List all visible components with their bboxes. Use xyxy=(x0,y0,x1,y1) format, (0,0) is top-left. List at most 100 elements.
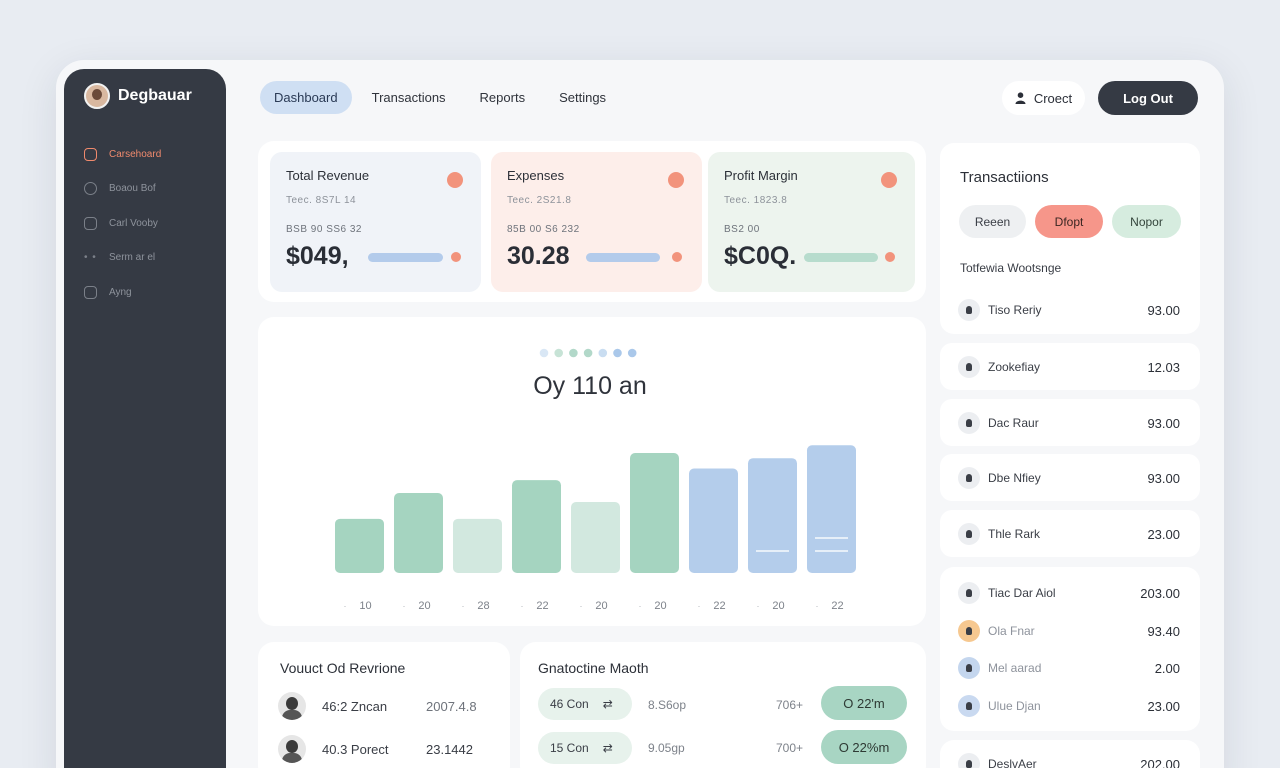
sidebar-item-label: Carsehoard xyxy=(109,148,162,160)
tab-reports[interactable]: Reports xyxy=(479,90,526,105)
square-icon xyxy=(84,285,97,299)
square-icon xyxy=(84,216,97,230)
transaction-row[interactable]: Tiac Dar Aiol 203.00 xyxy=(958,581,1180,605)
percent-badge[interactable]: O 22'm xyxy=(821,686,907,720)
sidebar-nav: Carsehoard Boaou Bof Carl Vooby • • Serm … xyxy=(84,137,161,310)
transaction-name: Zookefiay xyxy=(988,360,1041,374)
tab-transactions[interactable]: Transactions xyxy=(371,90,446,105)
sidebar-item-2[interactable]: Boaou Bof xyxy=(84,172,161,207)
heart-icon xyxy=(958,657,980,679)
item-value: 2007.4.8 xyxy=(426,698,477,714)
x-tick-label: 22 xyxy=(713,600,725,612)
sidebar-item-4[interactable]: • • Serm ar el xyxy=(84,241,161,276)
status-dot-icon xyxy=(451,252,461,262)
brand-name: Degbauar xyxy=(118,87,192,104)
transaction-row[interactable]: Ulue Djan 23.00 xyxy=(958,694,1180,718)
more-dots-icon: • • xyxy=(84,252,97,264)
user-icon xyxy=(1015,92,1026,104)
filter-draft-button[interactable]: Dfopt xyxy=(1035,205,1103,238)
kpi-subtitle: Teec. 2S21.8 xyxy=(507,195,572,206)
square-icon xyxy=(84,147,97,161)
user-menu-button[interactable]: Croect xyxy=(1002,81,1085,115)
transaction-row[interactable]: Mel aarad 2.00 xyxy=(958,656,1180,680)
sidebar-item-dashboard[interactable]: Carsehoard xyxy=(84,137,161,172)
chart-bar[interactable] xyxy=(453,518,502,573)
kpi-value: 30.28 xyxy=(507,242,570,270)
item-value: 23.1442 xyxy=(426,741,473,757)
filter-report-button[interactable]: Nopor xyxy=(1112,205,1181,238)
kpi-subtitle: Teec. 1823.8 xyxy=(724,195,788,206)
kpi-progress-bar xyxy=(586,253,660,262)
card-title: Gnatoctine Maoth xyxy=(538,660,649,676)
percent-badge[interactable]: O 22%m xyxy=(821,730,907,764)
circle-icon xyxy=(84,182,97,196)
kpi-card-profit-margin[interactable]: Profit Margin Teec. 1823.8 BS2 00 $C0Q. xyxy=(708,152,915,292)
x-tick-label: 28 xyxy=(477,600,489,612)
legend-dot xyxy=(569,348,578,358)
x-tick-label: 20 xyxy=(772,600,784,612)
status-dot-icon xyxy=(447,172,463,188)
legend-dot xyxy=(554,348,563,358)
filter-recent-button[interactable]: Reeen xyxy=(959,205,1026,238)
chart-bar[interactable] xyxy=(512,480,561,573)
product-revenue-card: Vouuct Od Revrione 46:2 Zncan 2007.4.8 4… xyxy=(258,642,510,768)
table-cell: 706+ xyxy=(776,698,804,712)
transaction-row: DeslvAer 202.00 xyxy=(958,752,1180,768)
kpi-detail: BS2 00 xyxy=(724,224,760,235)
transactions-panel: Transactiions Reeen Dfopt Nopor Totfewia… xyxy=(940,143,1200,334)
lock-icon xyxy=(958,299,980,321)
count-pill[interactable]: 46 Con ⇄ xyxy=(538,688,632,720)
x-tick-mark: · xyxy=(462,601,465,611)
kpi-progress-bar xyxy=(804,253,878,262)
transaction-row[interactable]: Ola Fnar 93.40 xyxy=(958,619,1180,643)
kpi-card-revenue[interactable]: Total Revenue Teec. 8S7L 14 BSB 90 SS6 3… xyxy=(270,152,481,292)
tab-settings[interactable]: Settings xyxy=(559,90,607,105)
sidebar-item-5[interactable]: Ayng xyxy=(84,275,161,310)
kpi-value: $049, xyxy=(286,242,349,270)
transaction-card[interactable]: Dbe Nfiey 93.00 xyxy=(940,454,1200,501)
lock-icon xyxy=(958,412,980,434)
transaction-card[interactable]: Zookefiay 12.03 xyxy=(940,343,1200,390)
transaction-name: Tiac Dar Aiol xyxy=(988,586,1056,600)
kpi-detail: 85B 00 S6 232 xyxy=(507,224,580,235)
item-label: 40.3 Porect xyxy=(322,741,389,757)
chart-bar[interactable] xyxy=(807,445,856,573)
chart-bar[interactable] xyxy=(335,518,384,573)
kpi-section: Total Revenue Teec. 8S7L 14 BSB 90 SS6 3… xyxy=(258,141,926,302)
kpi-card-expenses[interactable]: Expenses Teec. 2S21.8 85B 00 S6 232 30.2… xyxy=(491,152,702,292)
top-nav: Dashboard Transactions Reports Settings xyxy=(260,81,620,114)
avatar[interactable] xyxy=(84,83,110,109)
monthly-card: Gnatoctine Maoth 46 Con ⇄ 8.S6op 706+ O 2… xyxy=(520,642,926,768)
x-tick-mark: · xyxy=(639,601,642,611)
transaction-row: Dbe Nfiey 93.00 xyxy=(958,466,1180,490)
x-tick-mark: · xyxy=(580,601,583,611)
tab-dashboard[interactable]: Dashboard xyxy=(260,81,352,114)
transaction-card[interactable]: Thle Rark 23.00 xyxy=(940,510,1200,557)
chart-bar[interactable] xyxy=(571,502,620,573)
chart-bar[interactable] xyxy=(689,468,738,573)
heart-icon xyxy=(958,620,980,642)
chart-title: Oy 110 an xyxy=(533,372,647,400)
transaction-card[interactable]: Dac Raur 93.00 xyxy=(940,399,1200,446)
transaction-card[interactable]: DeslvAer 202.00 xyxy=(940,740,1200,768)
sidebar-item-3[interactable]: Carl Vooby xyxy=(84,206,161,241)
x-tick-mark: · xyxy=(403,601,406,611)
transaction-name: DeslvAer xyxy=(988,757,1037,768)
table-cell: 8.S6op xyxy=(648,698,687,712)
chart-bar[interactable] xyxy=(748,458,797,573)
list-item[interactable]: 40.3 Porect 23.1442 xyxy=(278,735,473,763)
x-tick-label: 10 xyxy=(359,600,371,612)
legend-dot xyxy=(613,348,622,358)
heart-icon xyxy=(958,695,980,717)
transaction-row[interactable]: Tiso Reriy 93.00 xyxy=(958,298,1180,322)
transaction-amount: 23.00 xyxy=(1147,698,1180,714)
kpi-progress-bar xyxy=(368,253,443,262)
transaction-amount: 93.40 xyxy=(1147,623,1180,639)
transaction-amount: 23.00 xyxy=(1147,526,1180,542)
count-pill[interactable]: 15 Con ⇄ xyxy=(538,732,632,764)
logout-button[interactable]: Log Out xyxy=(1098,81,1198,115)
chart-bar[interactable] xyxy=(630,453,679,573)
list-item[interactable]: 46:2 Zncan 2007.4.8 xyxy=(278,692,477,720)
chart-bar[interactable] xyxy=(394,493,443,573)
transaction-row: Thle Rark 23.00 xyxy=(958,522,1180,546)
